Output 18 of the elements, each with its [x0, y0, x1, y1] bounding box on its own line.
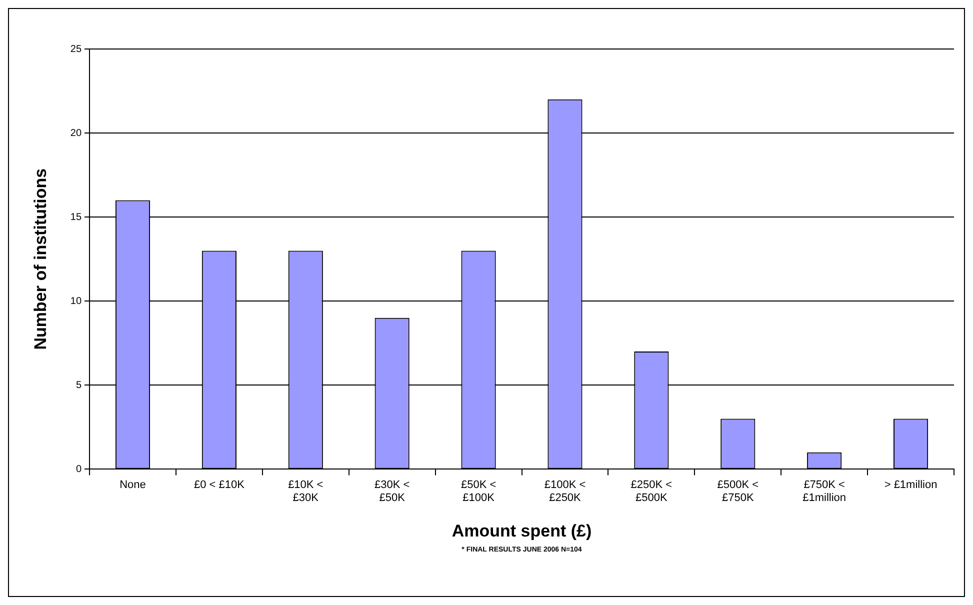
x-tick-label: None — [120, 478, 146, 491]
y-tick-label: 15 — [70, 212, 82, 223]
x-tick-label: £50K < £100K — [460, 478, 496, 504]
x-tick-label: £250K < £500K — [630, 478, 672, 504]
x-tick-label: £500K < £750K — [717, 478, 759, 504]
x-tick-label: > £1million — [884, 478, 938, 491]
x-tick-label: £100K < £250K — [544, 478, 586, 504]
y-tick-label: 25 — [70, 44, 82, 55]
y-tick-label: 0 — [76, 464, 82, 475]
x-axis-title: Amount spent (£) — [452, 521, 592, 540]
y-tick-label: 5 — [76, 380, 82, 391]
x-tick-label: £10K < £30K — [288, 478, 324, 504]
y-tick-label: 10 — [70, 296, 82, 307]
x-tick-label: £750K < £1million — [802, 478, 846, 504]
x-tick-label: £30K < £50K — [374, 478, 410, 504]
y-axis-title: Number of institutions — [30, 168, 50, 350]
y-tick-label: 20 — [70, 128, 82, 139]
x-tick-label: £0 < £10K — [194, 478, 246, 491]
